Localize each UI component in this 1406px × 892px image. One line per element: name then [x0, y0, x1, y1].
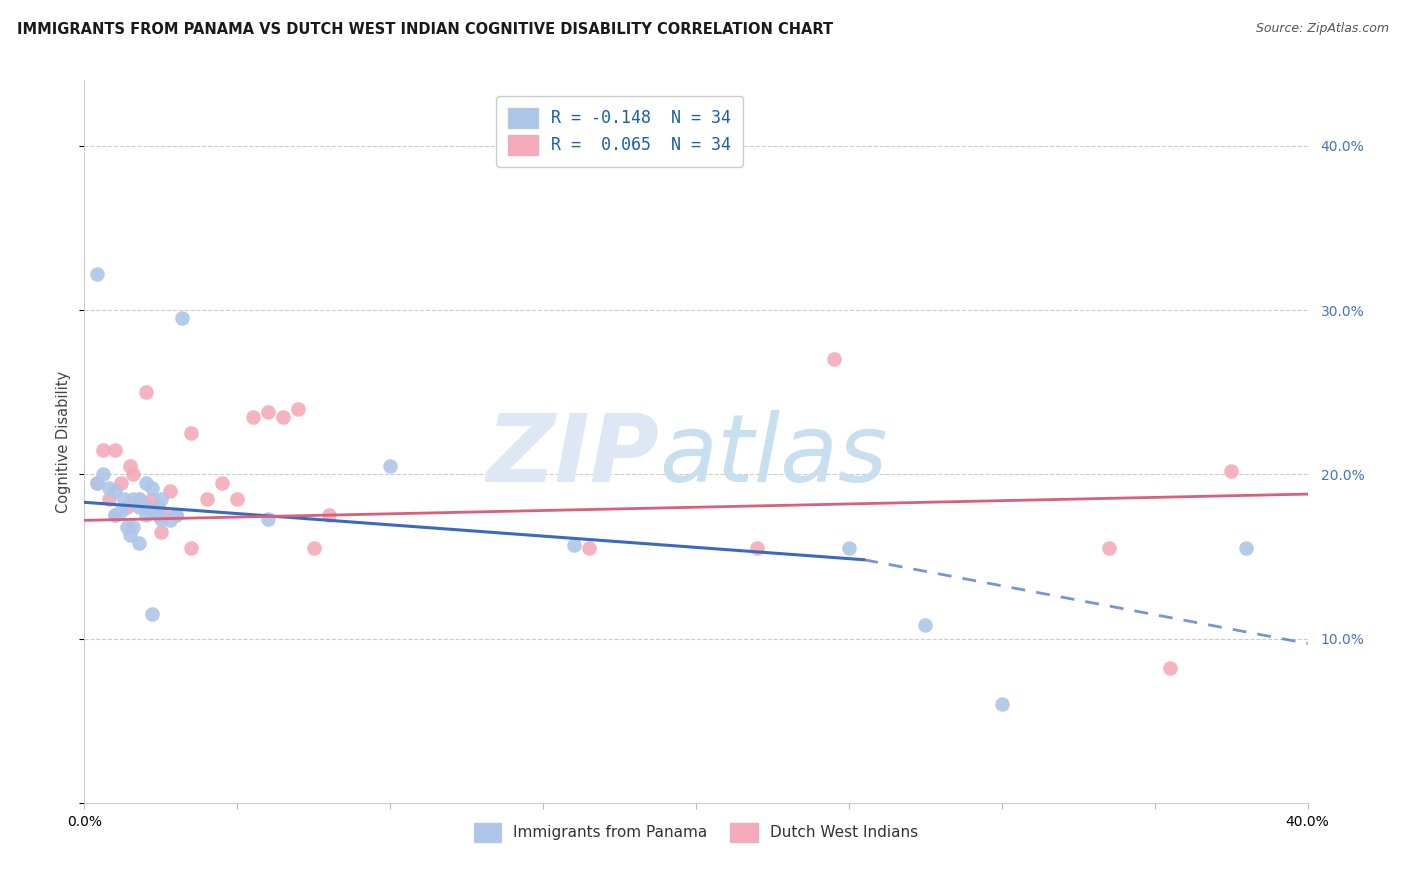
Point — [86, 475, 108, 490]
Point — [128, 500, 150, 515]
Point — [122, 491, 145, 506]
Point — [122, 520, 145, 534]
Point — [141, 607, 163, 621]
Point — [318, 508, 340, 523]
Point — [110, 503, 132, 517]
Point — [149, 524, 172, 539]
Point — [165, 508, 187, 523]
Text: IMMIGRANTS FROM PANAMA VS DUTCH WEST INDIAN COGNITIVE DISABILITY CORRELATION CHA: IMMIGRANTS FROM PANAMA VS DUTCH WEST IND… — [17, 22, 832, 37]
Point — [122, 467, 145, 482]
Point — [128, 491, 150, 506]
Point — [211, 475, 233, 490]
Point — [104, 442, 127, 457]
Point — [141, 481, 163, 495]
Point — [747, 541, 769, 556]
Point — [120, 459, 142, 474]
Point — [141, 503, 163, 517]
Point — [141, 491, 163, 506]
Point — [91, 442, 114, 457]
Point — [1236, 541, 1258, 556]
Point — [1220, 464, 1243, 478]
Point — [159, 483, 181, 498]
Point — [135, 500, 157, 515]
Point — [271, 409, 294, 424]
Point — [1098, 541, 1121, 556]
Point — [578, 541, 600, 556]
Point — [128, 536, 150, 550]
Point — [149, 512, 172, 526]
Point — [1159, 661, 1181, 675]
Point — [562, 538, 585, 552]
Point — [172, 311, 194, 326]
Point — [146, 500, 169, 515]
Point — [104, 508, 127, 523]
Point — [165, 508, 187, 523]
Point — [914, 618, 936, 632]
Point — [302, 541, 325, 556]
Point — [180, 541, 202, 556]
Legend: Immigrants from Panama, Dutch West Indians: Immigrants from Panama, Dutch West India… — [465, 815, 927, 849]
Point — [380, 459, 402, 474]
Point — [287, 401, 309, 416]
Point — [153, 508, 176, 523]
Point — [135, 385, 157, 400]
Point — [195, 491, 218, 506]
Point — [135, 508, 157, 523]
Text: ZIP: ZIP — [486, 410, 659, 502]
Point — [149, 491, 172, 506]
Point — [110, 475, 132, 490]
Point — [226, 491, 249, 506]
Point — [146, 508, 169, 523]
Text: atlas: atlas — [659, 410, 887, 501]
Point — [257, 405, 280, 419]
Point — [97, 481, 120, 495]
Point — [91, 467, 114, 482]
Point — [97, 491, 120, 506]
Point — [104, 508, 127, 523]
Point — [180, 426, 202, 441]
Point — [120, 528, 142, 542]
Point — [112, 491, 135, 506]
Point — [86, 475, 108, 490]
Point — [159, 513, 181, 527]
Point — [991, 698, 1014, 712]
Point — [115, 520, 138, 534]
Point — [115, 500, 138, 515]
Point — [128, 491, 150, 506]
Point — [242, 409, 264, 424]
Point — [257, 512, 280, 526]
Point — [838, 541, 860, 556]
Point — [823, 352, 845, 367]
Point — [135, 475, 157, 490]
Y-axis label: Cognitive Disability: Cognitive Disability — [56, 370, 72, 513]
Text: Source: ZipAtlas.com: Source: ZipAtlas.com — [1256, 22, 1389, 36]
Point — [86, 267, 108, 281]
Point — [104, 483, 127, 498]
